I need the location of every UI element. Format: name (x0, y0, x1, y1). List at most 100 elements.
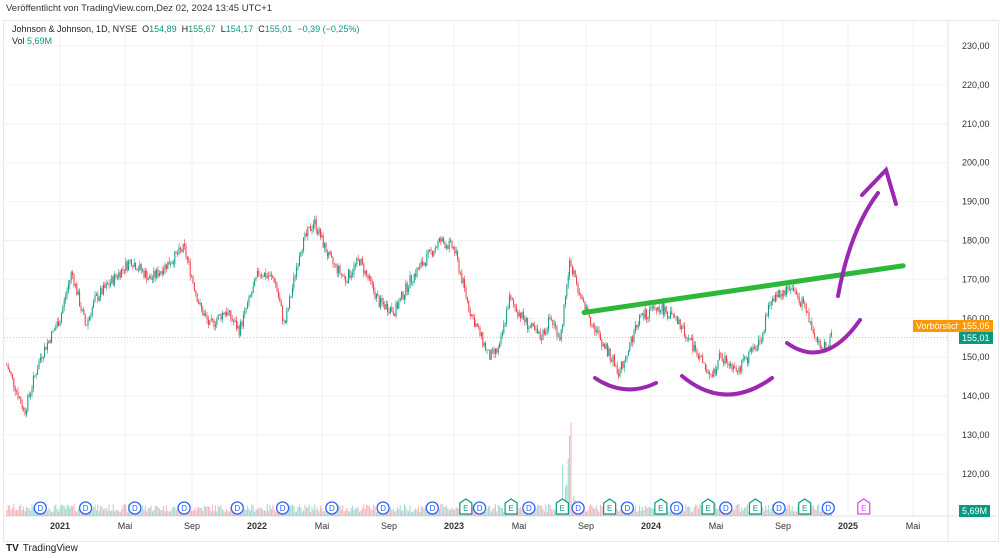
y-tick-label: 190,00 (962, 197, 990, 207)
high-value: 155,67 (188, 24, 216, 34)
candle-body (394, 313, 396, 317)
dividend-marker: D (376, 501, 390, 515)
candle-body (534, 325, 536, 330)
earnings-letter: E (607, 504, 612, 513)
volume-bar (584, 510, 586, 516)
candle-body (475, 323, 477, 327)
candle-body (720, 353, 722, 355)
candle-body (340, 273, 342, 275)
dividend-letter: D (674, 504, 680, 513)
candle-body (401, 291, 403, 298)
candle-body (791, 287, 793, 289)
candle-body (487, 349, 489, 351)
chart-frame[interactable] (3, 20, 999, 542)
volume-bar (367, 505, 369, 516)
dividend-letter: D (477, 504, 483, 513)
volume-bar (321, 508, 323, 516)
x-tick-label: 2024 (641, 521, 661, 531)
volume-bar (667, 507, 669, 516)
candle-body (192, 276, 194, 283)
candle-body (14, 387, 16, 392)
volume-bar (352, 505, 354, 516)
candle-body (375, 293, 377, 299)
earnings-icon (603, 498, 617, 515)
volume-bar (65, 508, 67, 516)
volume-bar (263, 510, 265, 516)
candle-body (256, 270, 258, 277)
candle-body (18, 397, 20, 399)
candle-body (238, 325, 240, 336)
candle-body (193, 282, 195, 291)
candle-body (265, 272, 267, 278)
candle-body (304, 233, 306, 238)
candle-body (46, 342, 48, 350)
volume-bar (49, 509, 51, 516)
candle-body (804, 303, 806, 306)
volume-bar (256, 509, 258, 516)
volume-bar (683, 511, 685, 516)
volume-bar (45, 511, 47, 516)
candle-body (240, 321, 242, 336)
candle-body (493, 349, 495, 354)
candle-body (25, 410, 27, 415)
volume-bar (58, 511, 60, 516)
volume-bar (653, 509, 655, 516)
candle-body (419, 264, 421, 270)
candle-body (177, 253, 179, 255)
candle-body (685, 335, 687, 339)
volume-bar (34, 509, 36, 516)
volume-bar (112, 504, 114, 516)
volume-bar (154, 506, 156, 516)
candle-body (111, 276, 113, 284)
volume-bar (13, 504, 15, 516)
dividend-circle-icon (669, 501, 684, 515)
candle-body (650, 308, 652, 310)
volume-bar (639, 505, 641, 516)
candle-body (667, 311, 669, 319)
candle-body (178, 247, 180, 255)
volume-bar (413, 509, 415, 516)
candle-body (170, 264, 172, 265)
volume-bar (772, 504, 774, 516)
candle-body (441, 238, 443, 242)
volume-bar (552, 510, 554, 516)
candle-body (580, 294, 582, 298)
volume-bar (648, 506, 650, 516)
volume-bar (258, 508, 260, 516)
candle-body (518, 312, 520, 317)
candle-body (221, 312, 223, 320)
candle-body (108, 284, 110, 286)
candle-body (578, 292, 580, 295)
volume-bar (395, 510, 397, 516)
candle-body (387, 303, 389, 312)
candle-body (291, 287, 293, 297)
candle-body (368, 276, 370, 279)
candle-body (207, 319, 209, 325)
candle-body (758, 339, 760, 347)
volume-label: Vol (12, 36, 25, 46)
volume-bar (108, 504, 110, 516)
candle-body (44, 346, 46, 358)
candle-body (335, 264, 337, 265)
volume-bar (714, 504, 716, 516)
volume-bar (172, 506, 174, 516)
candle-body (144, 270, 146, 278)
volume-bar (317, 507, 319, 516)
candle-body (357, 258, 359, 260)
candle-body (616, 365, 618, 374)
candle-body (248, 296, 250, 303)
candle-body (217, 314, 219, 320)
candle-body (149, 275, 151, 279)
candle-body (261, 274, 263, 276)
candle-body (184, 243, 186, 247)
volume-bar (97, 504, 99, 516)
candle-body (553, 324, 555, 325)
candle-body (374, 291, 376, 299)
candle-body (793, 287, 795, 291)
tradingview-logo[interactable]: TV TradingView (6, 543, 78, 554)
earnings-icon (798, 498, 812, 515)
volume-bar (420, 506, 422, 516)
volume-bar (734, 508, 736, 516)
x-tick-label: 2025 (838, 521, 858, 531)
